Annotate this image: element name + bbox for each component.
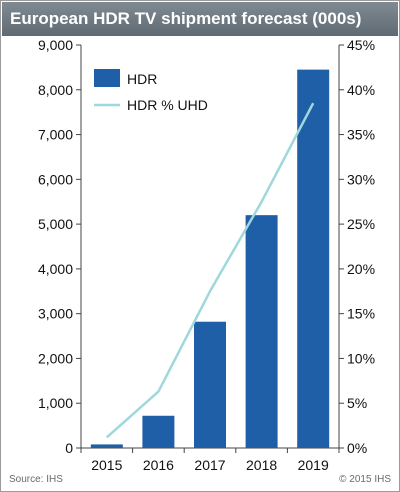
y-right-tick-label: 30% <box>347 171 375 187</box>
y-right-tick-label: 45% <box>347 37 375 53</box>
x-tick-label: 2016 <box>143 457 174 473</box>
chart-title: European HDR TV shipment forecast (000s) <box>10 9 362 28</box>
bar-2015 <box>90 444 123 448</box>
y-left-tick-label: 1,000 <box>38 395 73 411</box>
y-right-tick-label: 10% <box>347 350 375 366</box>
y-right-tick-label: 40% <box>347 82 375 98</box>
y-left-tick-label: 6,000 <box>38 171 73 187</box>
y-right-tick-label: 15% <box>347 306 375 322</box>
title-bar: European HDR TV shipment forecast (000s) <box>2 2 398 36</box>
y-left-tick-label: 8,000 <box>38 82 73 98</box>
x-tick-label: 2019 <box>298 457 329 473</box>
legend-label-hdr: HDR <box>127 71 157 87</box>
y-right-tick-label: 20% <box>347 261 375 277</box>
y-right-tick-label: 0% <box>347 440 367 456</box>
bar-2017 <box>194 321 226 448</box>
source-note: Source: IHS <box>9 474 63 485</box>
legend-swatch-hdr <box>94 69 120 87</box>
bar-2016 <box>142 415 175 448</box>
bar-2019 <box>297 69 330 448</box>
y-right-tick-label: 5% <box>347 395 367 411</box>
legend-label-hdr-pct-uhd: HDR % UHD <box>127 97 208 113</box>
y-left-tick-label: 4,000 <box>38 261 73 277</box>
y-left-tick-label: 5,000 <box>38 216 73 232</box>
x-tick-label: 2017 <box>194 457 225 473</box>
y-right-tick-label: 35% <box>347 127 375 143</box>
x-tick-label: 2015 <box>91 457 122 473</box>
x-tick-label: 2018 <box>246 457 277 473</box>
y-right-tick-label: 25% <box>347 216 375 232</box>
y-left-tick-label: 9,000 <box>38 37 73 53</box>
copyright-note: © 2015 IHS <box>339 474 391 485</box>
y-left-tick-label: 3,000 <box>38 306 73 322</box>
y-left-tick-label: 7,000 <box>38 127 73 143</box>
y-left-tick-label: 0 <box>65 440 73 456</box>
y-left-tick-label: 2,000 <box>38 350 73 366</box>
bar-2018 <box>245 215 278 448</box>
